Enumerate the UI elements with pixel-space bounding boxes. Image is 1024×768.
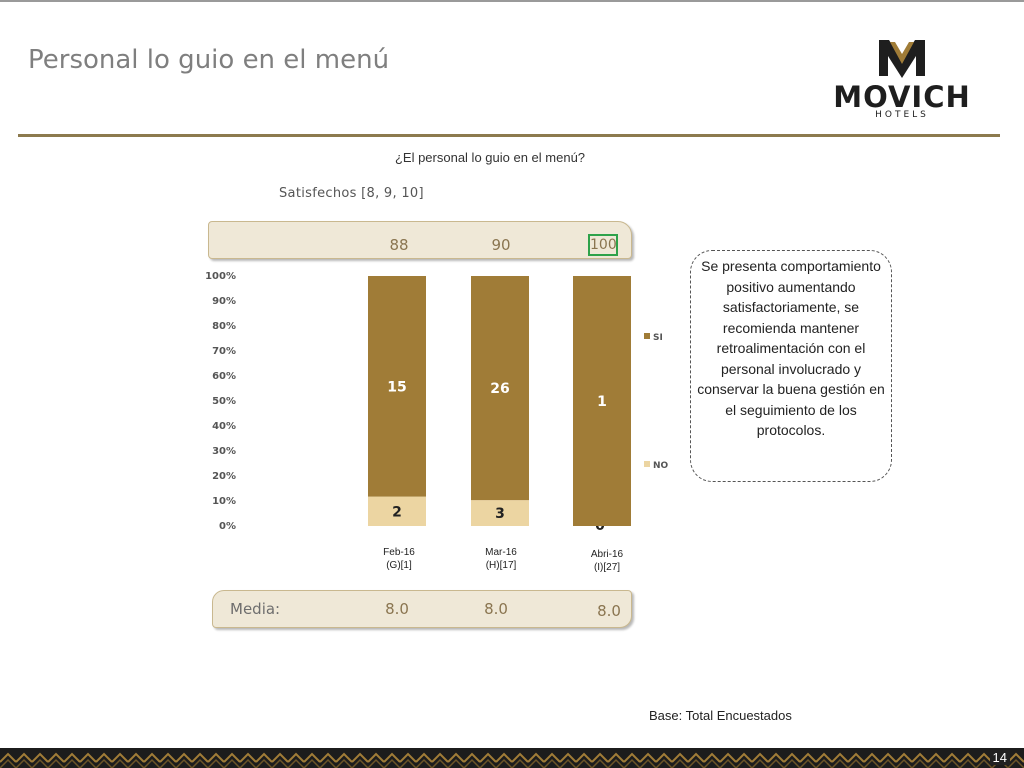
data-label: 15 (387, 379, 406, 395)
data-label: 26 (490, 381, 509, 397)
y-tick-label: 0% (219, 521, 236, 532)
media-label: Media: (230, 600, 281, 618)
logo-subtitle: HOTELS (875, 110, 929, 120)
category-code: (G)[1] (386, 560, 412, 571)
category-label: Abri-16 (I)[27] (572, 548, 642, 574)
category-label: Mar-16 (H)[17] (466, 546, 536, 572)
chart-question: ¿El personal lo guio en el menú? (394, 150, 586, 165)
data-label: 2 (392, 504, 402, 520)
bar-segment-no (368, 496, 426, 526)
category-label: Feb-16 (G)[1] (364, 546, 434, 572)
media-value: 8.0 (385, 600, 409, 618)
y-tick-label: 10% (212, 496, 236, 507)
y-tick-label: 70% (212, 346, 236, 357)
media-value: 8.0 (484, 600, 508, 618)
legend-swatch-si (644, 333, 650, 339)
category-period: Mar-16 (485, 547, 517, 558)
satisfied-value: 90 (491, 236, 511, 254)
legend-swatch-no (644, 461, 650, 467)
stacked-bar-chart: 0%10%20%30%40%50%60%70%80%90%100%2153260… (205, 271, 669, 534)
category-code: (I)[27] (593, 562, 621, 573)
bar-segment-no (471, 500, 529, 526)
header-divider (18, 134, 1000, 137)
legend-label-si: SI (653, 333, 663, 343)
decorative-footer-pattern (0, 748, 1024, 768)
y-tick-label: 40% (212, 421, 236, 432)
base-note: Base: Total Encuestados (649, 708, 792, 723)
category-period: Abri-16 (590, 549, 624, 560)
media-value: 8.0 (597, 602, 621, 620)
satisfied-label: Satisfechos [8, 9, 10] (279, 186, 424, 201)
y-tick-label: 50% (212, 396, 236, 407)
logo-wordmark: MOVICH (833, 80, 971, 114)
page-number: 14 (989, 750, 1010, 765)
movich-monogram-icon (879, 40, 925, 78)
satisfied-value: 88 (389, 236, 409, 254)
bar-segment-si (368, 276, 426, 497)
y-tick-label: 100% (205, 271, 236, 282)
y-tick-label: 30% (212, 446, 236, 457)
data-label: 3 (495, 506, 505, 522)
media-band (212, 590, 632, 628)
y-tick-label: 20% (212, 471, 236, 482)
comment-box: Se presenta comportamiento positivo aume… (690, 250, 892, 482)
legend-label-no: NO (653, 461, 669, 471)
y-tick-label: 80% (212, 321, 236, 332)
category-period: Feb-16 (383, 547, 415, 558)
bar-segment-si (471, 276, 529, 501)
y-tick-label: 90% (212, 296, 236, 307)
category-code: (H)[17] (485, 560, 517, 571)
data-label: 1 (597, 394, 607, 410)
slide-title: Personal lo guio en el menú (28, 45, 390, 76)
top-border (0, 0, 1024, 2)
y-tick-label: 60% (212, 371, 236, 382)
satisfied-band (208, 221, 632, 259)
bar-segment-si (573, 276, 631, 526)
satisfied-value-highlight: 100 (588, 234, 618, 256)
movich-logo: MOVICH HOTELS (816, 38, 988, 122)
